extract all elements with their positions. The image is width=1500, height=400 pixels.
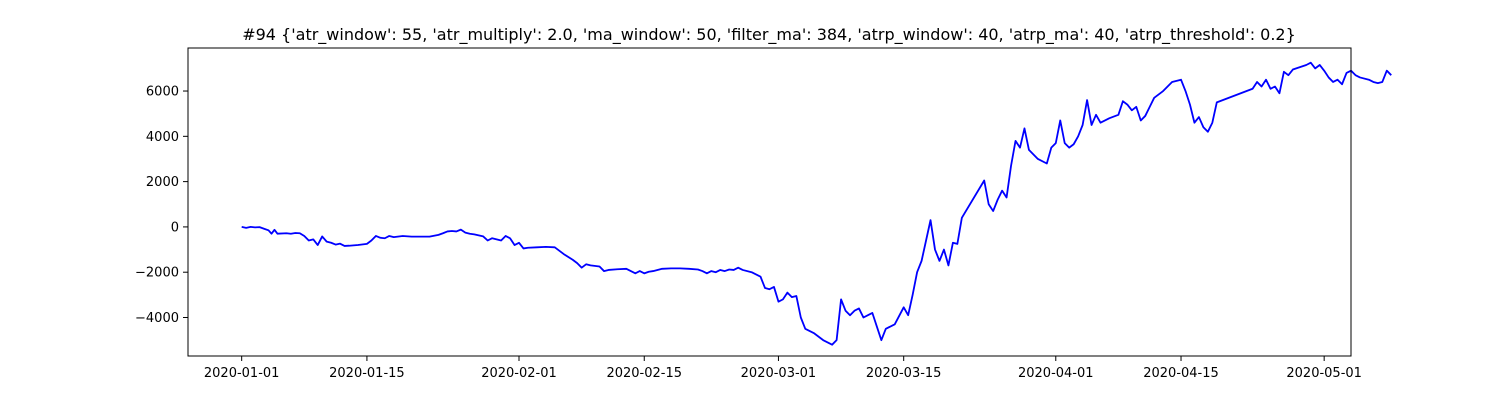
x-tick-label: 2020-01-15: [329, 366, 405, 381]
y-tick-label: 6000: [146, 85, 179, 100]
y-tick-label: −2000: [135, 266, 179, 281]
x-axis: 2020-01-01 2020-01-15 2020-02-01 2020-02-15…: [204, 356, 1362, 381]
x-tick-label: 2020-03-15: [866, 366, 942, 381]
x-tick-label: 2020-03-01: [741, 366, 817, 381]
y-axis: −4000 −2000 0 2000 4000 6000: [135, 85, 188, 326]
x-tick-label: 2020-05-01: [1286, 366, 1362, 381]
y-tick-label: 2000: [146, 175, 179, 190]
x-tick-label: 2020-02-01: [481, 366, 557, 381]
series-line-0: [241, 61, 1392, 346]
plot-frame: [187, 47, 1352, 357]
y-tick-label: −4000: [135, 311, 179, 326]
x-tick-label: 2020-02-15: [606, 366, 682, 381]
plot-content: [241, 61, 1392, 346]
x-tick-label: 2020-04-15: [1143, 366, 1219, 381]
chart-title: #94 {'atr_window': 55, 'atr_multiply': 2…: [242, 25, 1296, 45]
y-tick-label: 4000: [146, 130, 179, 145]
x-tick-label: 2020-01-01: [204, 366, 280, 381]
x-tick-label: 2020-04-01: [1018, 366, 1094, 381]
y-tick-label: 0: [171, 220, 179, 235]
